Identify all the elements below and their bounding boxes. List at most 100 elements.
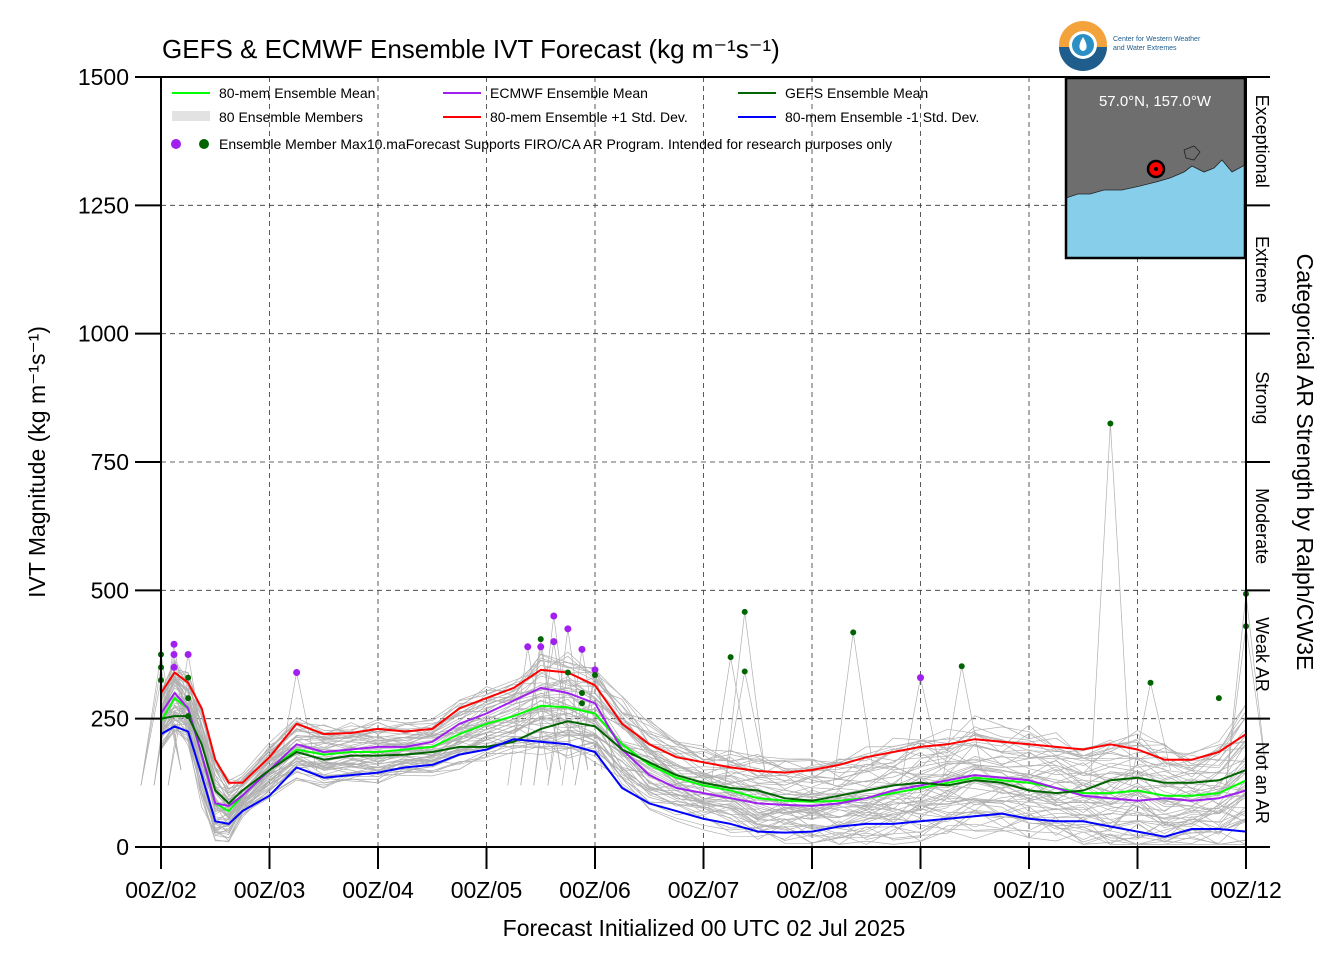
max-point-ecmwf <box>550 638 558 646</box>
legend-note-text: 10.maForecast Supports FIRO/CA AR Progra… <box>367 136 892 152</box>
max-point-gefs <box>537 636 544 643</box>
logo-text-line1: Center for Western Weather <box>1113 36 1201 43</box>
ensemble-member-line <box>160 708 1247 821</box>
y-tick-label: 1500 <box>78 64 129 90</box>
max-point-gefs <box>578 700 585 707</box>
ensemble-member-line <box>160 696 1247 821</box>
series-line-minus-std <box>160 725 1247 838</box>
x-tick-label: 00Z/06 <box>559 877 631 903</box>
ensemble-member-line <box>160 676 1247 804</box>
max-point-gefs <box>741 608 748 615</box>
legend-label-ecmwf-mean: ECMWF Ensemble Mean <box>490 85 648 101</box>
category-label: Weak AR <box>1252 617 1272 692</box>
ensemble-member-line <box>160 677 1247 798</box>
y-tick-label: 750 <box>91 449 129 475</box>
max-point-ecmwf <box>917 674 924 682</box>
ensemble-member-line <box>160 654 1247 782</box>
max-point-ecmwf <box>524 643 532 651</box>
ensemble-member-line <box>160 659 1247 796</box>
max-point-ecmwf <box>170 651 178 658</box>
category-label: Exceptional <box>1252 95 1272 188</box>
y-axis-title: IVT Magnitude (kg m⁻¹s⁻¹) <box>24 326 50 598</box>
category-label: Extreme <box>1252 236 1272 303</box>
ensemble-member-line <box>160 678 1247 789</box>
logo-text-line2: and Water Extremes <box>1113 45 1177 52</box>
max-point-ecmwf <box>591 666 599 674</box>
max-point-gefs <box>185 713 192 720</box>
cw3e-logo: Center for Western Weather and Water Ext… <box>1059 21 1201 71</box>
x-axis: 00Z/02 00Z/03 00Z/04 00Z/05 00Z/06 00Z/07 00Z/… <box>125 847 1282 903</box>
x-tick-label: 00Z/04 <box>342 877 414 903</box>
x-tick-label: 00Z/11 <box>1103 877 1173 903</box>
max-point-gefs <box>1215 695 1222 702</box>
ensemble-member-line <box>160 693 1247 813</box>
series-lines <box>160 668 1247 838</box>
legend-dot-gefs <box>199 139 209 149</box>
max-point-gefs <box>958 663 965 670</box>
legend-label-max: Ensemble Member Max10.maForecast Support… <box>219 136 892 152</box>
inset-map-location-center <box>1154 167 1158 171</box>
legend: 80-mem Ensemble Mean 80 Ensemble Members… <box>171 85 979 152</box>
ensemble-member-line <box>160 713 1247 834</box>
max-point-ecmwf <box>564 625 572 633</box>
ensemble-member-line <box>160 683 1247 811</box>
max-point-gefs <box>741 668 748 675</box>
legend-label-ens-mean: 80-mem Ensemble Mean <box>219 85 375 101</box>
x-tick-label: 00Z/10 <box>993 877 1065 903</box>
ensemble-member-line <box>160 675 1247 790</box>
category-label: Strong <box>1252 371 1272 424</box>
right-axis-title: Categorical AR Strength by Ralph/CW3E <box>1292 254 1318 671</box>
member-max-points <box>158 420 1249 720</box>
y-tick-label: 0 <box>116 834 129 860</box>
series-line-gefs-mean <box>160 715 1247 805</box>
x-tick-label: 00Z/08 <box>776 877 848 903</box>
legend-label-minus-std: 80-mem Ensemble -1 Std. Dev. <box>785 109 979 125</box>
ensemble-member-line <box>160 674 1247 794</box>
max-point-ecmwf <box>550 612 558 620</box>
max-point-gefs <box>727 654 734 661</box>
max-point-gefs <box>850 629 857 636</box>
max-point-ecmwf <box>184 651 192 658</box>
ensemble-member-line <box>160 679 1247 809</box>
ensemble-member-line <box>160 676 1247 801</box>
ensemble-member-line <box>160 730 1247 840</box>
legend-swatch-members <box>172 111 210 121</box>
inset-map: 57.0°N, 157.0°W <box>1064 76 1247 260</box>
x-axis-title: Forecast Initialized 00 UTC 02 Jul 2025 <box>503 915 906 941</box>
legend-max-text: Ensemble Member Max <box>219 136 367 152</box>
x-tick-label: 00Z/05 <box>451 877 523 903</box>
ensemble-member-line <box>160 712 1247 827</box>
max-point-gefs <box>185 674 192 681</box>
ensemble-member-line <box>160 651 1247 786</box>
ensemble-member-line <box>160 681 1247 800</box>
ensemble-member-line <box>160 726 1247 840</box>
ar-category-axis: Not an AR Weak AR Moderate Strong Extreme Exc… <box>1246 76 1272 848</box>
max-point-gefs <box>592 672 598 679</box>
max-point-ecmwf <box>170 663 178 671</box>
x-tick-label: 00Z/03 <box>234 877 306 903</box>
inset-map-land <box>1065 77 1246 199</box>
logo-drop-mark <box>1079 37 1087 51</box>
x-tick-label: 00Z/09 <box>885 877 957 903</box>
max-point-ecmwf <box>537 643 545 651</box>
series-line-ecmwf-mean <box>160 686 1247 807</box>
max-point-ecmwf <box>293 668 301 676</box>
max-point-ecmwf <box>578 645 586 653</box>
ensemble-member-line <box>160 725 1247 845</box>
max-point-gefs <box>1147 679 1154 686</box>
legend-label-members: 80 Ensemble Members <box>219 109 363 125</box>
ensemble-member-line <box>160 718 1247 838</box>
series-line-plus-std <box>160 668 1247 784</box>
max-point-gefs <box>1107 420 1114 427</box>
max-point-gefs <box>185 695 192 702</box>
ensemble-member-line <box>160 664 1247 797</box>
ensemble-member-line <box>160 690 1247 811</box>
x-tick-label: 00Z/12 <box>1210 877 1282 903</box>
inset-map-location-label: 57.0°N, 157.0°W <box>1099 93 1212 110</box>
y-tick-label: 1250 <box>78 192 129 218</box>
ensemble-member-line <box>160 725 1247 844</box>
legend-dot-ecmwf <box>171 139 181 149</box>
x-tick-label: 00Z/07 <box>668 877 740 903</box>
